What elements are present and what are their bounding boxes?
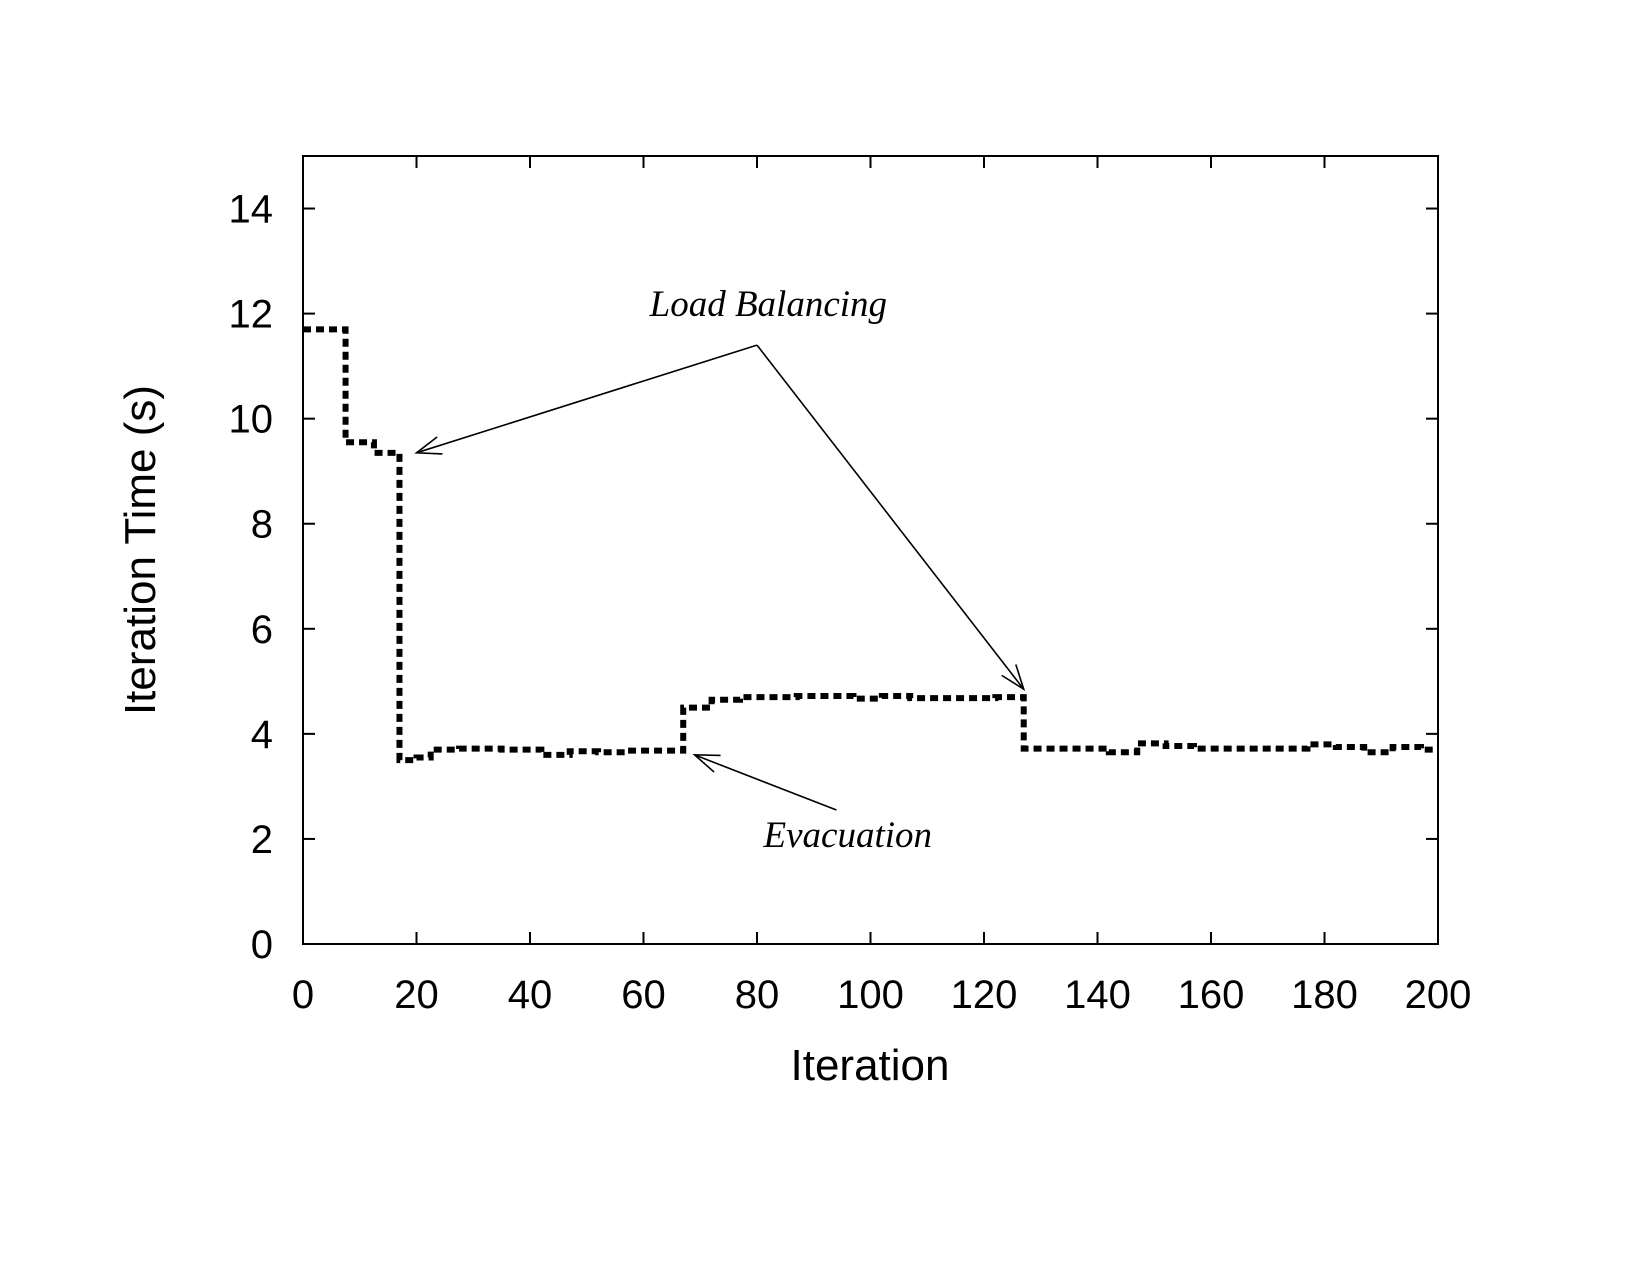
annotation-arrow [694, 754, 837, 811]
x-tick-label: 100 [837, 973, 904, 1017]
y-tick-label: 8 [251, 503, 273, 547]
y-tick-label: 6 [251, 608, 273, 652]
arrowhead-icon [414, 436, 443, 455]
x-tick-label: 160 [1178, 973, 1245, 1017]
x-tick-label: 180 [1291, 973, 1358, 1017]
y-tick-label: 12 [229, 293, 274, 337]
x-tick-label: 140 [1064, 973, 1131, 1017]
x-tick-label: 80 [735, 973, 780, 1017]
x-tick-label: 40 [508, 973, 553, 1017]
x-tick-label: 200 [1405, 973, 1472, 1017]
annotation-label: Evacuation [763, 815, 933, 856]
x-tick-label: 120 [951, 973, 1018, 1017]
x-tick-label: 20 [394, 973, 439, 1017]
y-tick-label: 4 [251, 713, 273, 757]
annotation-arrow [756, 344, 1025, 690]
x-tick-label: 60 [621, 973, 666, 1017]
annotation-arrow [416, 344, 758, 454]
arrowhead-icon [692, 754, 721, 773]
iteration-time-series [303, 326, 1438, 764]
annotation-label: Load Balancing [649, 284, 887, 325]
y-tick-label: 0 [251, 923, 273, 967]
x-tick-label: 0 [292, 973, 314, 1017]
y-tick-label: 2 [251, 818, 273, 862]
x-axis-label: Iteration [791, 1041, 950, 1090]
y-tick-label: 14 [229, 188, 274, 232]
y-axis-label: Iteration Time (s) [116, 385, 165, 715]
arrowhead-icon [1001, 664, 1026, 692]
y-tick-label: 10 [229, 398, 274, 442]
